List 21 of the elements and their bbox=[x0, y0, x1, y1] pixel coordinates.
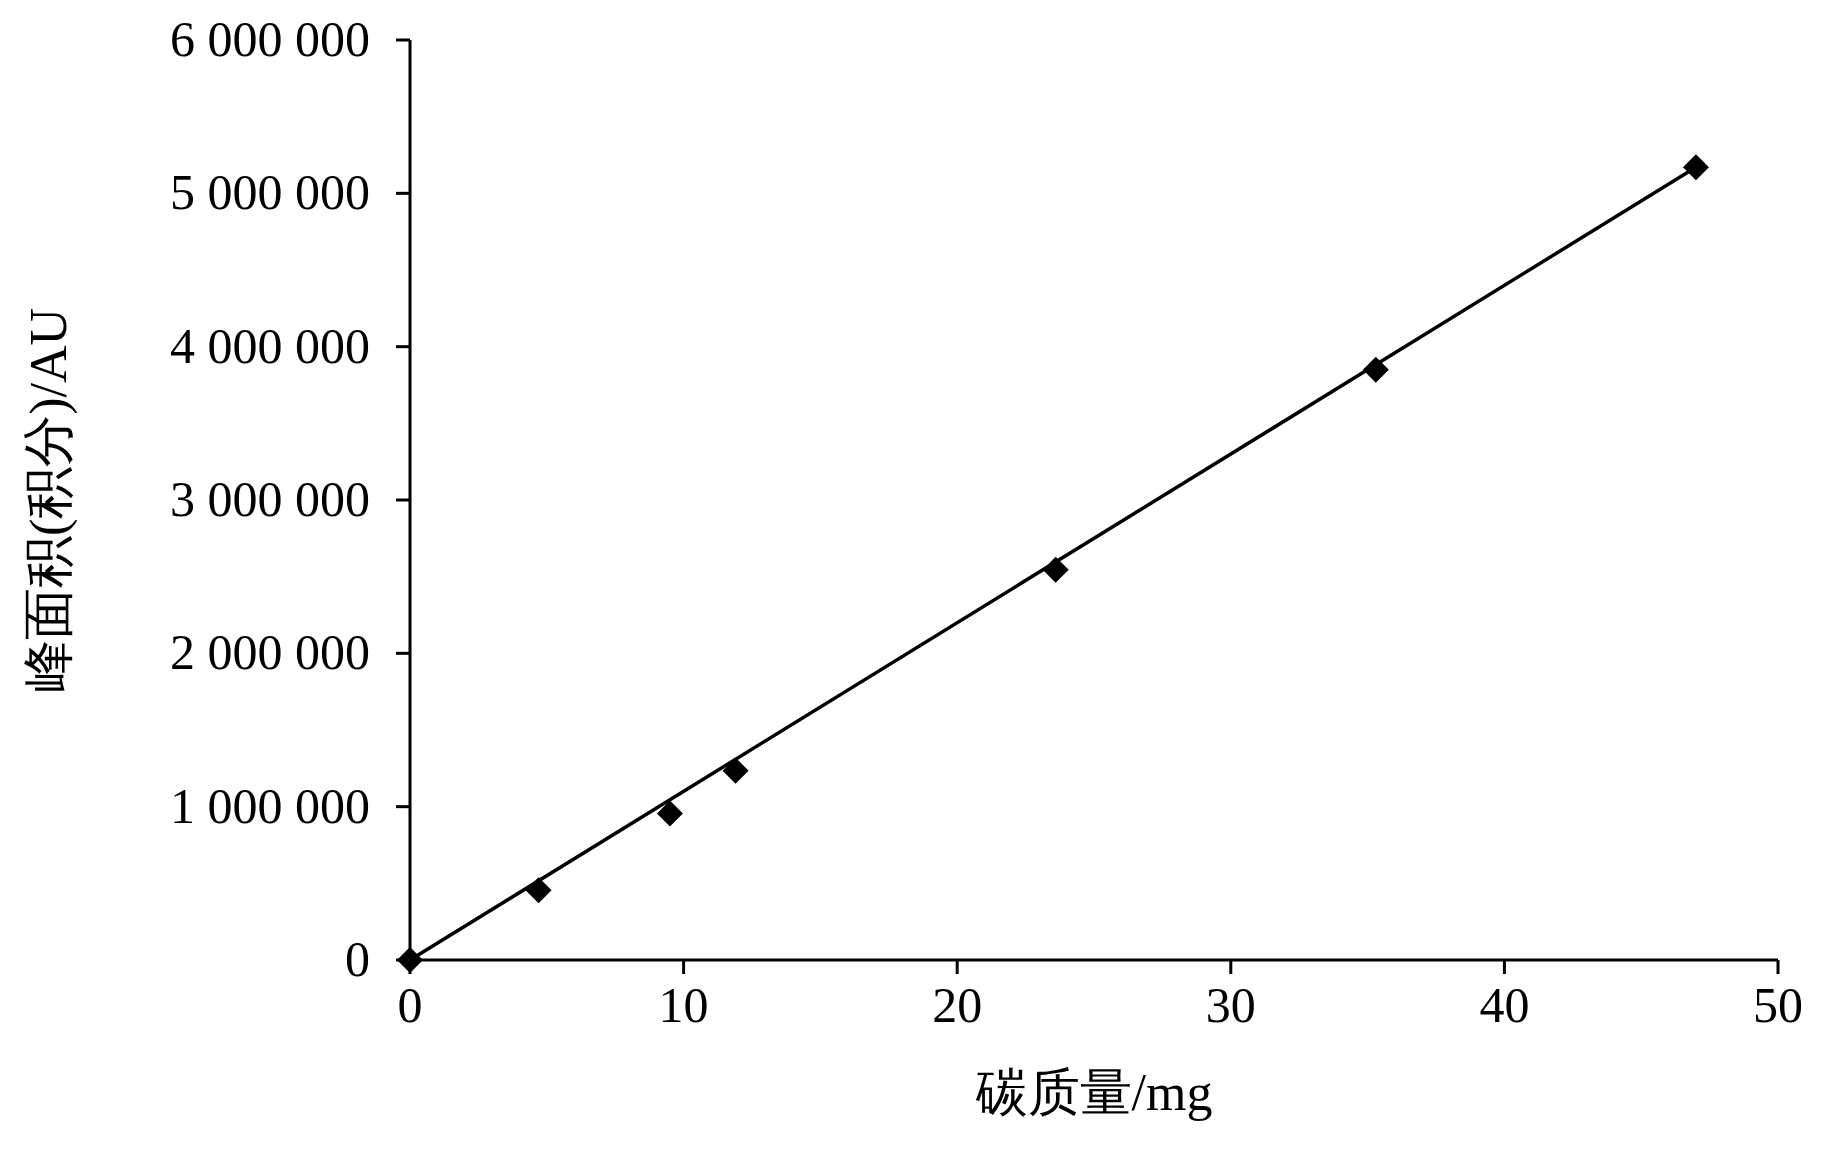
y-tick-label: 0 bbox=[345, 931, 370, 987]
point bbox=[1682, 154, 1709, 181]
point bbox=[525, 877, 552, 904]
y-tick-label: 4 000 000 bbox=[170, 317, 370, 374]
y-axis-title: 峰面积(积分)/AU bbox=[20, 307, 78, 693]
y-tick-label: 2 000 000 bbox=[170, 624, 370, 681]
x-tick-label: 10 bbox=[658, 977, 709, 1033]
x-axis-title: 碳质量/mg bbox=[974, 1064, 1213, 1121]
point bbox=[1042, 556, 1069, 583]
x-tick-label: 50 bbox=[1753, 977, 1803, 1033]
point bbox=[656, 800, 683, 827]
x-tick-label: 30 bbox=[1205, 977, 1256, 1033]
point bbox=[1362, 356, 1389, 383]
x-tick-label: 40 bbox=[1479, 977, 1530, 1033]
x-tick-label: 0 bbox=[397, 977, 423, 1033]
y-tick-label: 6 000 000 bbox=[170, 11, 370, 67]
y-tick-label: 1 000 000 bbox=[170, 777, 370, 834]
x-tick-label: 20 bbox=[932, 977, 983, 1033]
y-tick-label: 5 000 000 bbox=[170, 164, 370, 221]
point bbox=[722, 757, 749, 784]
y-tick-label: 3 000 000 bbox=[170, 471, 370, 527]
